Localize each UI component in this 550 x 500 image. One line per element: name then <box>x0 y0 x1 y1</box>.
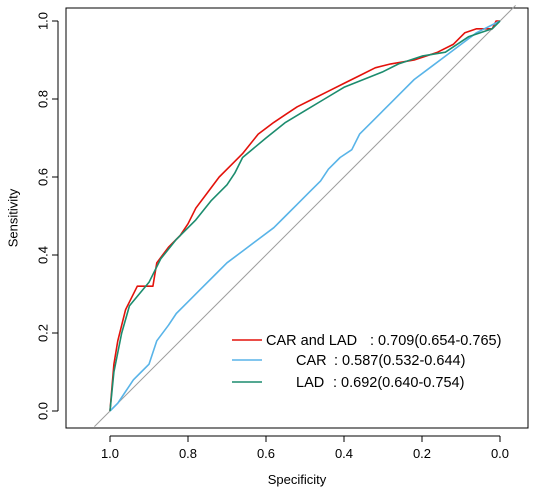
legend-auc-car-and-lad: : 0.709(0.654-0.765) <box>370 333 501 349</box>
y-tick-label: 0.4 <box>35 246 50 264</box>
legend-auc-car: : 0.587(0.532-0.644) <box>334 353 465 369</box>
series-layer <box>109 20 501 412</box>
x-tick-label: 0.4 <box>335 446 353 461</box>
series-line-car <box>109 20 501 412</box>
axes-layer: 1.0 0.8 0.6 0.4 0.2 0.0 0.0 0.2 0.4 0.6 0.8 1.0 <box>35 12 509 461</box>
y-tick-label: 0.6 <box>35 168 50 186</box>
y-axis-title: Sensitivity <box>5 188 20 247</box>
x-tick-label: 0.6 <box>257 446 275 461</box>
legend-label-lad: LAD <box>296 375 324 391</box>
plot-border <box>65 7 529 429</box>
x-tick-label: 0.8 <box>179 446 197 461</box>
legend: CAR and LAD : 0.709(0.654-0.765) CAR : 0.58… <box>232 333 501 391</box>
legend-label-car: CAR <box>296 353 327 369</box>
y-tick-label: 0.8 <box>35 90 50 108</box>
x-tick-label: 1.0 <box>101 446 119 461</box>
x-tick-label: 0.0 <box>491 446 509 461</box>
y-tick-label: 0.0 <box>35 402 50 420</box>
x-axis-title: Specificity <box>268 472 327 487</box>
reference-diagonal-layer <box>94 5 516 427</box>
y-tick-label: 1.0 <box>35 12 50 30</box>
legend-auc-lad: : 0.692(0.640-0.754) <box>333 375 464 391</box>
reference-diagonal <box>94 5 516 427</box>
series-line-car-and-lad <box>109 20 500 412</box>
y-tick-label: 0.2 <box>35 324 50 342</box>
x-tick-label: 0.2 <box>413 446 431 461</box>
plot-frame <box>65 7 529 429</box>
series-line-lad <box>109 20 501 412</box>
legend-label-car-and-lad: CAR and LAD <box>266 333 357 349</box>
